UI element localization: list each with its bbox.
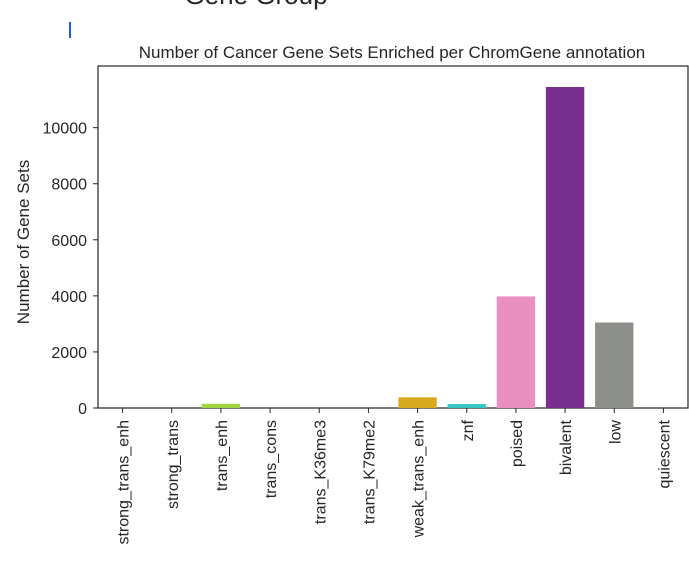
bar-trans-enh	[201, 403, 241, 408]
bar-low	[595, 322, 634, 408]
x-tick-label-trans-enh: trans_enh	[214, 420, 231, 491]
x-tick-label-strong-trans-enh: strong_trans_enh	[116, 420, 133, 545]
chart-title: Number of Cancer Gene Sets Enriched per …	[139, 43, 646, 62]
y-tick-label: 10000	[43, 121, 88, 138]
x-tick-label-low: low	[607, 420, 624, 444]
x-tick-label-quiescent: quiescent	[656, 419, 673, 488]
plot-frame	[97, 65, 689, 409]
bar-weak-trans-enh	[398, 397, 437, 408]
y-tick-label: 8000	[51, 177, 87, 194]
x-tick-label-bivalent: bivalent	[558, 419, 575, 475]
x-tick-label-strong-trans: strong_trans	[165, 420, 182, 509]
bar-poised	[496, 296, 536, 408]
suptitle-group: Gene Group	[184, 0, 327, 10]
x-tick-label-trans-K79me2: trans_K79me2	[361, 420, 378, 524]
x-tick-label-poised: poised	[509, 420, 526, 467]
y-tick-label: 2000	[51, 345, 87, 362]
x-tick-label-trans-cons: trans_cons	[263, 420, 280, 498]
y-axis-label: Number of Gene Sets	[14, 160, 33, 324]
y-tick-label: 0	[78, 401, 87, 418]
y-tick-label: 6000	[51, 233, 87, 250]
bar-bivalent	[545, 87, 585, 408]
figure-suptitle: Gene Group	[184, 0, 327, 10]
plot-area: 0 2000 4000 6000 8000 10000 strong_trans_enh st…	[43, 65, 689, 545]
x-tick-label-weak-trans-enh: weak_trans_enh	[411, 420, 428, 538]
bar-znf	[447, 404, 486, 408]
y-tick-label: 4000	[51, 289, 87, 306]
x-tick-label-znf: znf	[460, 419, 477, 441]
x-tick-label-trans-K36me3: trans_K36me3	[312, 420, 329, 524]
